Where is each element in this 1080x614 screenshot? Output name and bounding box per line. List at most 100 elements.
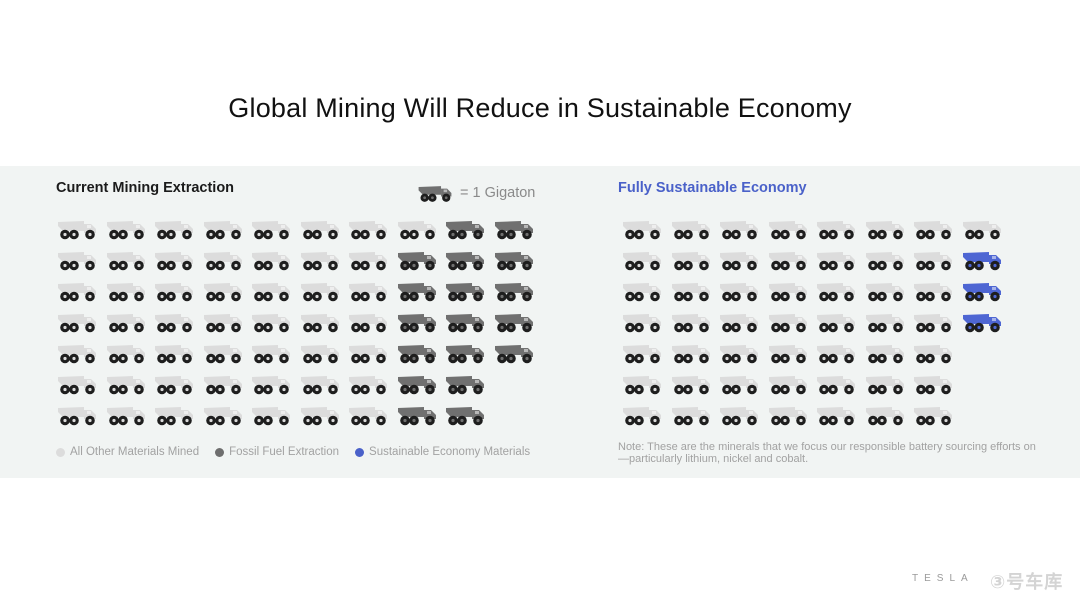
truck-mark-other <box>914 221 952 240</box>
legend-dot-sustainable <box>355 447 365 457</box>
truck-mark-other <box>671 314 710 333</box>
truck-mark-fossil <box>494 345 533 364</box>
truck-mark-other <box>300 252 339 271</box>
truck-mark-other <box>817 314 855 333</box>
truck-mark-other <box>349 221 387 240</box>
truck-mark-other <box>203 221 242 240</box>
truck-mark-other <box>768 252 807 271</box>
truck-mark-other <box>203 407 242 426</box>
truck-mark-other <box>817 283 855 302</box>
truck-mark-other <box>300 376 339 395</box>
legend: All Other Materials Mined Fossil Fuel Ex… <box>56 446 530 458</box>
truck-mark-other <box>623 376 661 395</box>
legend-dot-fossil <box>215 447 225 457</box>
truck-mark-other <box>300 314 339 333</box>
truck-mark-other <box>623 283 661 302</box>
truck-mark-other <box>155 314 193 333</box>
truck-mark-other <box>349 345 387 364</box>
truck-mark-other <box>768 283 807 302</box>
truck-mark-other <box>768 314 807 333</box>
unit-key: = 1 Gigaton <box>416 182 535 204</box>
truck-mark-other <box>155 252 193 271</box>
truck-mark-other <box>720 345 758 364</box>
current-mining-pictogram <box>55 218 545 428</box>
left-chart-title: Current Mining Extraction <box>56 180 235 196</box>
truck-mark-fossil <box>397 314 436 333</box>
truck-mark-other <box>720 283 758 302</box>
truck-mark-other <box>58 345 96 364</box>
truck-mark-other <box>623 221 661 240</box>
truck-mark-fossil <box>397 376 436 395</box>
legend-item-fossil: Fossil Fuel Extraction <box>215 446 339 458</box>
truck-mark-other <box>252 376 290 395</box>
truck-mark-other <box>817 252 855 271</box>
legend-item-sustainable: Sustainable Economy Materials <box>355 446 530 458</box>
truck-mark-other <box>671 376 710 395</box>
truck-mark-other <box>349 252 387 271</box>
truck-mark-other <box>914 252 952 271</box>
truck-mark-fossil <box>494 252 533 271</box>
truck-mark-other <box>58 407 96 426</box>
truck-mark-other <box>300 221 339 240</box>
truck-mark-fossil <box>397 252 436 271</box>
truck-mark-fossil <box>494 283 533 302</box>
truck-mark-other <box>106 314 145 333</box>
truck-mark-sustainable <box>962 252 1001 271</box>
truck-mark-other <box>671 221 710 240</box>
truck-mark-other <box>914 407 952 426</box>
truck-mark-other <box>865 345 904 364</box>
legend-item-other: All Other Materials Mined <box>56 446 199 458</box>
truck-mark-sustainable <box>962 314 1001 333</box>
truck-mark-other <box>252 314 290 333</box>
truck-mark-other <box>914 345 952 364</box>
truck-mark-other <box>252 407 290 426</box>
truck-mark-other <box>768 407 807 426</box>
truck-mark-other <box>252 252 290 271</box>
truck-mark-other <box>203 345 242 364</box>
truck-mark-other <box>623 314 661 333</box>
watermark: ③号车库 <box>990 572 1064 592</box>
truck-mark-other <box>768 376 807 395</box>
truck-mark-other <box>817 376 855 395</box>
truck-mark-fossil <box>494 314 533 333</box>
truck-mark-other <box>914 376 952 395</box>
truck-mark-other <box>397 221 436 240</box>
truck-mark-other <box>865 221 904 240</box>
truck-mark-other <box>349 376 387 395</box>
truck-mark-other <box>203 314 242 333</box>
truck-mark-other <box>671 283 710 302</box>
truck-mark-fossil <box>446 407 484 426</box>
legend-label-other: All Other Materials Mined <box>70 446 200 458</box>
truck-icon <box>418 186 452 202</box>
truck-mark-other <box>623 345 661 364</box>
truck-mark-other <box>203 283 242 302</box>
truck-mark-sustainable <box>962 283 1001 302</box>
truck-mark-other <box>865 283 904 302</box>
truck-mark-other <box>349 283 387 302</box>
legend-dot-other <box>56 447 65 457</box>
truck-mark-other <box>962 221 1001 240</box>
right-chart-title: Fully Sustainable Economy <box>618 180 807 196</box>
truck-mark-other <box>720 221 758 240</box>
truck-mark-other <box>252 283 290 302</box>
truck-mark-other <box>865 252 904 271</box>
truck-mark-other <box>623 252 661 271</box>
truck-mark-other <box>349 314 387 333</box>
truck-mark-other <box>58 252 96 271</box>
truck-mark-fossil <box>446 345 484 364</box>
legend-label-sustainable: Sustainable Economy Materials <box>369 446 531 458</box>
truck-mark-other <box>768 345 807 364</box>
truck-mark-other <box>155 221 193 240</box>
truck-mark-fossil <box>446 283 484 302</box>
truck-mark-other <box>720 252 758 271</box>
truck-mark-other <box>106 221 145 240</box>
truck-mark-fossil <box>397 407 436 426</box>
truck-mark-other <box>817 221 855 240</box>
truck-mark-other <box>720 376 758 395</box>
truck-mark-other <box>300 283 339 302</box>
truck-mark-other <box>252 221 290 240</box>
truck-mark-other <box>720 407 758 426</box>
truck-mark-fossil <box>446 314 484 333</box>
truck-mark-other <box>106 407 145 426</box>
truck-mark-other <box>865 407 904 426</box>
